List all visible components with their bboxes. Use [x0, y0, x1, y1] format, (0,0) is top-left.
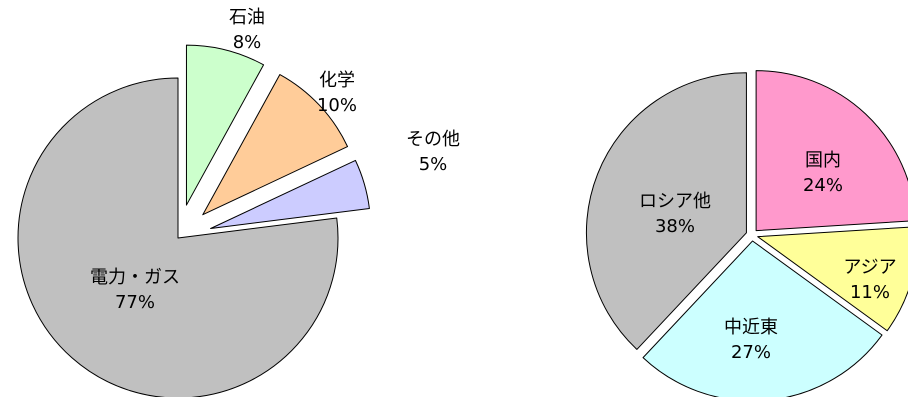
slice-category-label: 中近東 [724, 317, 778, 338]
left-slice-2 [210, 159, 370, 230]
slice-category-label: その他 [406, 129, 460, 150]
left-slice-3 [17, 77, 339, 399]
right-slice-label-0: 国内 24% [803, 150, 843, 196]
left-slice-label-3: 電力・ガス 77% [90, 267, 180, 313]
slice-value-label: 27% [731, 342, 771, 363]
left-slice-1 [202, 74, 349, 216]
slice-category-label: 石油 [229, 7, 265, 28]
right-slice-label-1: アジア 11% [843, 257, 896, 303]
left-slice-label-2: その他 5% [406, 129, 460, 175]
slice-category-label: 電力・ガス [90, 267, 180, 288]
slice-value-label: 77% [115, 292, 155, 313]
slice-category-label: ロシア他 [639, 191, 711, 212]
right-slice-label-3: ロシア他 38% [639, 191, 711, 237]
slice-category-label: 化学 [319, 70, 355, 91]
left-slice-label-1: 化学 10% [317, 70, 357, 116]
right-slice-1 [757, 226, 908, 332]
right-slice-3 [585, 72, 747, 350]
slice-value-label: 10% [317, 95, 357, 116]
slice-value-label: 11% [850, 282, 890, 303]
slice-value-label: 38% [655, 216, 695, 237]
pie-labels: 石油 8% 化学 10% その他 5% 電力・ガス 77% 国内 24% アジア 11% 中近東 27% ロ… [90, 7, 897, 363]
right-slice-0 [755, 70, 908, 232]
left-slice-label-0: 石油 8% [229, 7, 265, 53]
slice-value-label: 24% [803, 175, 843, 196]
pie-left-slices [17, 44, 370, 399]
slice-value-label: 5% [419, 154, 448, 175]
left-slice-0 [185, 44, 265, 206]
slice-category-label: 国内 [805, 150, 841, 171]
pie-right-slices [585, 70, 908, 401]
right-slice-label-2: 中近東 27% [724, 317, 778, 363]
slice-category-label: アジア [843, 257, 896, 278]
slice-value-label: 8% [233, 32, 262, 53]
